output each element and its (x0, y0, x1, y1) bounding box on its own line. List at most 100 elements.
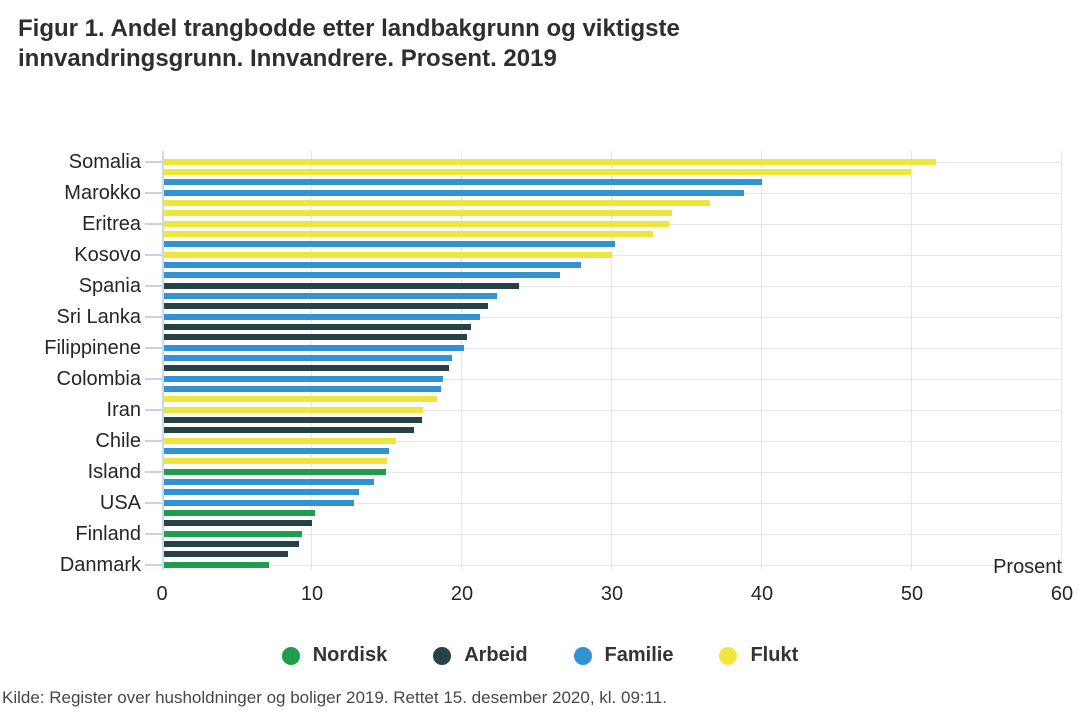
bar-row-18 (162, 334, 467, 341)
legend-label: Familie (604, 644, 674, 666)
bar-chile (162, 437, 396, 444)
bar-row-35 (162, 510, 315, 517)
bar-row-14 (162, 293, 497, 300)
chart-title-line2: innvandringsgrunn. Innvandrere. Prosent.… (18, 45, 557, 72)
y-axis-label-somalia: Somalia (68, 150, 141, 173)
legend-label: Nordisk (312, 644, 388, 666)
legend-swatch-icon (719, 646, 738, 665)
bar-row-21 (162, 365, 449, 372)
source-caption: Kilde: Register over husholdninger og bo… (2, 688, 667, 707)
bar-spania (162, 282, 519, 289)
x-tick-label-60: 60 (1050, 583, 1074, 605)
y-tick-mark (145, 470, 162, 473)
y-axis-label-filippinene: Filippinene (44, 336, 141, 359)
x-gridline-20 (461, 151, 462, 570)
y-axis-label-danmark: Danmark (59, 553, 141, 576)
legend-swatch-icon (281, 646, 300, 665)
bar-row-5 (162, 200, 710, 207)
y-gridline (162, 564, 1062, 566)
x-gridline-50 (911, 151, 912, 570)
legend-swatch-icon (433, 646, 452, 665)
y-tick-mark (145, 346, 162, 349)
y-axis-line (162, 151, 164, 570)
chart-title-line1: Figur 1. Andel trangbodde etter landbakg… (18, 15, 680, 42)
bar-row-2 (162, 169, 911, 176)
bar-row-8 (162, 231, 653, 238)
y-axis-label-spania: Spania (78, 274, 141, 297)
y-gridline (162, 502, 1062, 504)
x-tick-label-0: 0 (156, 583, 168, 605)
bar-row-23 (162, 386, 441, 393)
legend-item-nordisk[interactable]: Nordisk (281, 644, 388, 667)
y-tick-mark (145, 439, 162, 442)
y-tick-mark (145, 501, 162, 504)
legend-label: Arbeid (464, 644, 528, 666)
x-gridline-40 (761, 151, 762, 570)
y-axis-label-finland: Finland (75, 522, 141, 545)
bar-row-39 (162, 551, 288, 558)
x-tick-label-50: 50 (900, 583, 924, 605)
bar-island (162, 468, 386, 475)
x-axis-unit-label: Prosent (993, 556, 1062, 578)
bar-finland (162, 530, 302, 537)
x-tick-label-40: 40 (750, 583, 774, 605)
y-gridline (162, 254, 1062, 256)
y-tick-mark (145, 191, 162, 194)
y-tick-mark (145, 222, 162, 225)
y-axis-label-iran: Iran (106, 398, 141, 421)
y-tick-mark (145, 284, 162, 287)
bar-row-24 (162, 396, 437, 403)
bar-row-20 (162, 355, 452, 362)
y-axis-label-kosovo: Kosovo (74, 243, 141, 266)
bar-row-3 (162, 179, 762, 186)
bar-marokko (162, 189, 744, 196)
y-gridline (162, 316, 1062, 318)
y-tick-mark (145, 408, 162, 411)
y-tick-mark (145, 253, 162, 256)
y-axis-label-eritrea: Eritrea (82, 212, 141, 235)
y-gridline (162, 378, 1062, 380)
y-gridline (162, 409, 1062, 411)
x-tick-label-30: 30 (600, 583, 624, 605)
bar-row-26 (162, 417, 422, 424)
y-axis-label-chile: Chile (95, 429, 141, 452)
y-gridline (162, 533, 1062, 535)
bar-row-12 (162, 272, 560, 279)
bar-sri-lanka (162, 313, 480, 320)
bar-row-6 (162, 210, 672, 217)
x-gridline-60 (1061, 151, 1062, 570)
y-axis-label-marokko: Marokko (64, 181, 141, 204)
bar-iran (162, 406, 423, 413)
y-gridline (162, 347, 1062, 349)
x-tick-label-20: 20 (450, 583, 474, 605)
bar-somalia (162, 158, 936, 165)
y-gridline (162, 471, 1062, 473)
bar-row-27 (162, 427, 414, 434)
bar-row-33 (162, 489, 359, 496)
legend-item-familie[interactable]: Familie (573, 644, 674, 667)
y-gridline (162, 285, 1062, 287)
bar-filippinene (162, 344, 464, 351)
legend-swatch-icon (573, 646, 592, 665)
legend-item-arbeid[interactable]: Arbeid (433, 644, 528, 667)
bar-row-38 (162, 541, 299, 547)
y-tick-mark (145, 315, 162, 318)
chart-title: Figur 1. Andel trangbodde etter landbakg… (18, 14, 918, 74)
bar-danmark (162, 561, 269, 568)
legend-label: Flukt (750, 644, 799, 666)
bar-row-15 (162, 303, 488, 310)
x-tick-label-10: 10 (300, 583, 324, 605)
bar-row-29 (162, 448, 389, 455)
bar-row-30 (162, 458, 387, 465)
y-axis-label-sri-lanka: Sri Lanka (56, 305, 142, 328)
y-tick-mark (145, 160, 162, 163)
y-tick-mark (145, 563, 162, 566)
y-axis-label-usa: USA (99, 491, 141, 514)
bar-row-36 (162, 520, 312, 527)
y-tick-mark (145, 532, 162, 535)
y-axis-label-colombia: Colombia (56, 367, 141, 390)
legend-item-flukt[interactable]: Flukt (719, 644, 798, 667)
x-gridline-30 (611, 151, 612, 570)
y-gridline (162, 440, 1062, 442)
bar-row-17 (162, 324, 471, 331)
